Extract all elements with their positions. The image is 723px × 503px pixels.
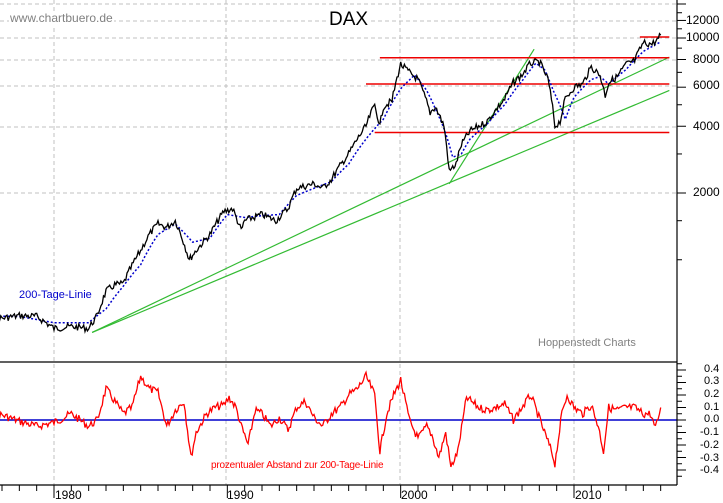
oscillator-line	[0, 370, 662, 468]
source-label: Hoppenstedt Charts	[538, 337, 636, 349]
dax-price-line	[0, 32, 662, 335]
trend-line	[91, 89, 670, 334]
oscillator-axis-label: -0.1	[700, 426, 719, 438]
oscillator-axis-label: 0.1	[704, 401, 720, 413]
oscillator-axis-label: -0.2	[700, 439, 719, 451]
time-axis-label: 2010	[575, 488, 602, 502]
price-axis-label: 10000	[686, 30, 720, 44]
chart-title: DAX	[327, 9, 371, 31]
price-axis-label: 6000	[693, 78, 720, 92]
ma-label: 200-Tage-Linie	[19, 289, 92, 301]
time-axis-label: 1990	[227, 488, 254, 502]
price-axis-label: 4000	[693, 119, 720, 133]
price-axis-label: 8000	[693, 52, 720, 66]
trend-line	[91, 56, 670, 334]
price-axis-label: 12000	[686, 13, 720, 27]
oscillator-label: prozentualer Abstand zur 200-Tage-Linie	[211, 460, 384, 471]
oscillator-axis-label: 0.2	[704, 388, 720, 400]
time-axis-label: 1980	[55, 488, 82, 502]
watermark: www.chartbuero.de	[9, 11, 114, 25]
price-axis-label: 2000	[693, 185, 720, 199]
oscillator-axis-label: -0.4	[700, 464, 719, 476]
time-axis-label: 2000	[401, 488, 428, 502]
oscillator-axis-label: 0.0	[704, 413, 720, 425]
ma-200-line	[0, 41, 662, 324]
oscillator-axis-label: -0.3	[700, 452, 719, 464]
oscillator-axis-label: 0.3	[704, 375, 720, 387]
oscillator-axis-label: 0.4	[704, 363, 720, 375]
